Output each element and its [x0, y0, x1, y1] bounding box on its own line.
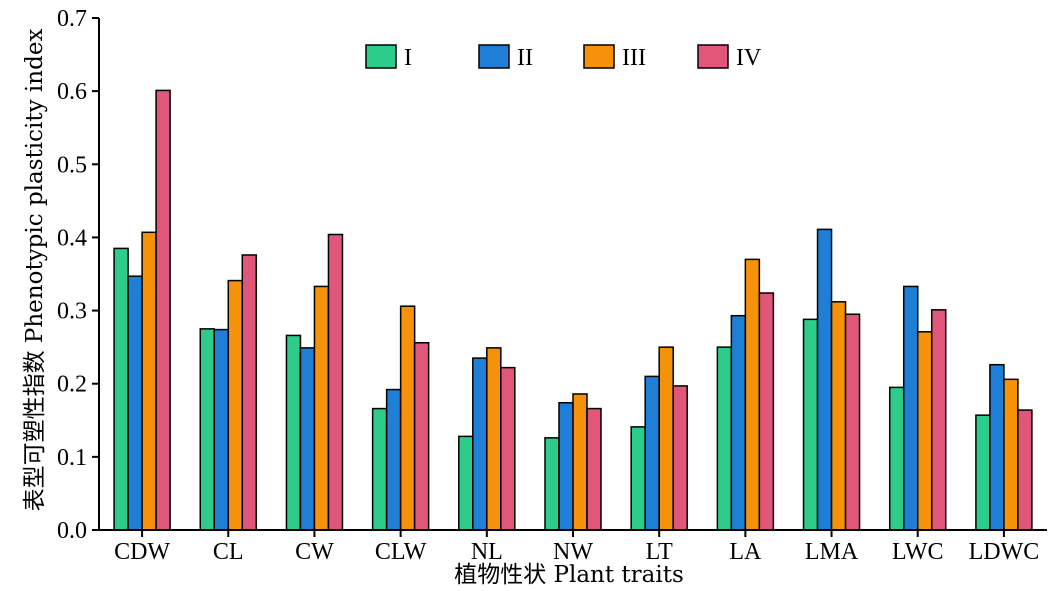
- bar-clw-series-3: [399, 305, 416, 531]
- bar-cl-series-2: [213, 328, 230, 531]
- bar-la-series-4: [758, 292, 775, 531]
- bar-cw-series-4: [327, 233, 344, 531]
- bar-lwc-series-4: [930, 309, 947, 531]
- x-tick-label: CW: [295, 539, 334, 565]
- bar-nw-series-4: [586, 407, 602, 531]
- x-tick-label: CDW: [114, 539, 170, 565]
- bar-nw-series-3: [572, 393, 588, 531]
- legend-label: IV: [736, 45, 762, 71]
- bar-clw-series-4: [413, 342, 430, 531]
- y-axis-title: 表型可塑性指数 Phenotypic plasticity index: [22, 29, 48, 512]
- bars-group: [113, 89, 1033, 531]
- bar-lt-series-2: [644, 375, 660, 531]
- bar-lma-series-2: [816, 228, 833, 531]
- bar-la-series-2: [730, 314, 747, 531]
- bar-lt-series-1: [630, 426, 646, 531]
- x-tick-label: NL: [471, 539, 503, 565]
- bar-clw-series-2: [385, 388, 402, 531]
- bar-lma-series-4: [844, 313, 861, 531]
- y-tick-label: 0.1: [57, 445, 87, 471]
- y-tick-label: 0.7: [57, 6, 87, 32]
- x-tick-label: CL: [213, 539, 244, 565]
- legend: I II III IV: [365, 44, 762, 71]
- x-axis-title: 植物性状 Plant traits: [454, 562, 684, 588]
- bar-ldwc-series-2: [989, 363, 1005, 531]
- x-tick-label: LT: [646, 539, 673, 565]
- bar-cl-series-1: [199, 328, 216, 531]
- bar-cw-series-1: [285, 334, 302, 531]
- bar-cdw-series-1: [113, 247, 129, 531]
- bar-nw-series-1: [544, 437, 560, 531]
- bar-cl-series-4: [241, 254, 258, 531]
- bar-lt-series-3: [658, 346, 674, 531]
- axes-group: 0.0 0.1 0.2 0.3 0.4 0.5 0.6 0.7 CDW CL CW CLW NL NW LT…: [57, 6, 1047, 565]
- bar-cdw-series-4: [155, 89, 171, 531]
- x-tick-label: LMA: [805, 539, 859, 565]
- bar-cw-series-2: [299, 347, 316, 531]
- bar-la-series-3: [744, 258, 761, 531]
- y-tick-label: 0.0: [57, 518, 87, 544]
- bar-lwc-series-1: [888, 386, 905, 531]
- bar-nl-series-2: [472, 357, 488, 531]
- y-tick-label: 0.6: [57, 79, 87, 105]
- legend-label: II: [517, 45, 533, 71]
- bar-lwc-series-2: [902, 285, 919, 531]
- x-tick-label: NW: [553, 539, 593, 565]
- x-tick-label: LA: [729, 539, 762, 565]
- legend-swatch: [583, 44, 615, 69]
- legend-label: III: [622, 45, 646, 71]
- bar-cdw-series-2: [127, 275, 143, 531]
- bar-lwc-series-3: [916, 331, 933, 531]
- bar-ldwc-series-1: [975, 414, 991, 531]
- x-tick-label: CLW: [375, 539, 427, 565]
- legend-swatch: [478, 44, 510, 69]
- bar-cl-series-3: [227, 279, 244, 531]
- bar-nl-series-1: [458, 435, 474, 531]
- bar-lt-series-4: [672, 385, 688, 531]
- bar-nl-series-3: [486, 347, 502, 531]
- x-tick-label: LWC: [892, 539, 944, 565]
- legend-swatch: [697, 44, 729, 69]
- bar-lma-series-1: [802, 318, 819, 531]
- bar-clw-series-1: [371, 407, 388, 531]
- legend-swatch: [365, 44, 397, 69]
- bar-cdw-series-3: [141, 231, 157, 531]
- bar-lma-series-3: [830, 301, 847, 531]
- legend-label: I: [404, 45, 412, 71]
- bar-ldwc-series-3: [1003, 378, 1019, 531]
- bar-nl-series-4: [500, 366, 516, 531]
- y-tick-label: 0.4: [57, 225, 87, 251]
- y-tick-label: 0.2: [57, 372, 87, 398]
- y-tick-label: 0.3: [57, 299, 87, 325]
- x-tick-label: LDWC: [969, 539, 1040, 565]
- bar-nw-series-2: [558, 401, 574, 531]
- bar-la-series-1: [716, 346, 733, 531]
- bar-cw-series-3: [313, 285, 330, 531]
- y-tick-label: 0.5: [57, 152, 87, 178]
- bar-ldwc-series-4: [1017, 409, 1033, 531]
